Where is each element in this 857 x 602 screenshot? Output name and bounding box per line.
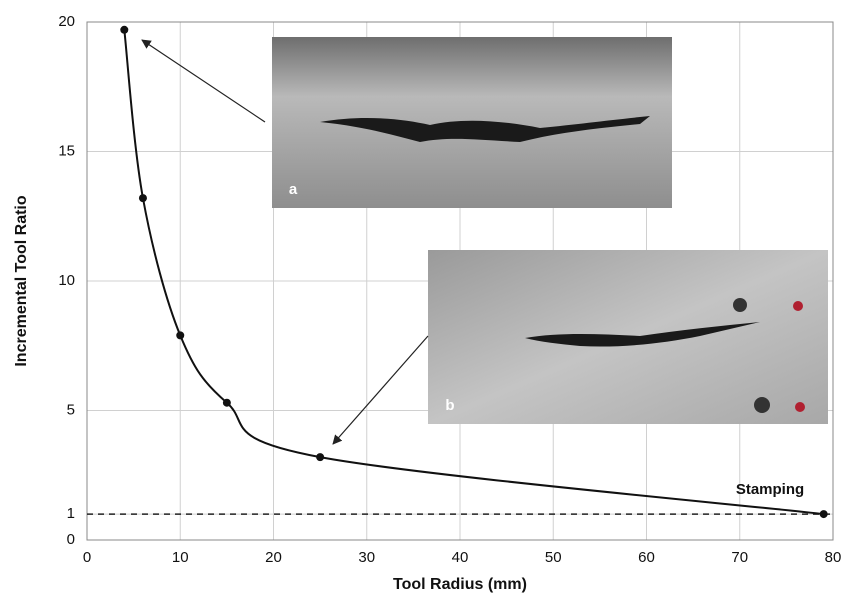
y-tick-label: 10 [58, 272, 75, 289]
point [176, 331, 185, 340]
x-tick-label: 40 [452, 549, 469, 566]
x-tick-label: 30 [358, 549, 375, 566]
photo-b: b [428, 250, 828, 424]
y-tick-label: 15 [58, 142, 75, 159]
y-axis-title: Incremental Tool Ratio [13, 195, 30, 367]
y-tick-label: 20 [58, 13, 75, 30]
y-tick-label: 5 [67, 401, 75, 418]
x-tick-label: 60 [638, 549, 655, 566]
point [120, 25, 129, 34]
x-axis-title: Tool Radius (mm) [393, 576, 527, 593]
plot-frame [86, 21, 834, 541]
x-tick-label: 10 [172, 549, 189, 566]
point [316, 453, 325, 462]
photo-label: b [445, 397, 454, 414]
point [819, 510, 828, 519]
point [138, 194, 147, 203]
x-tick-label: 0 [83, 549, 91, 566]
annotation: Stamping [736, 481, 804, 498]
arrow [332, 335, 429, 445]
y-tick-label: 0 [67, 531, 75, 548]
x-tick-label: 20 [265, 549, 282, 566]
point [222, 398, 231, 407]
x-tick-label: 80 [825, 549, 842, 566]
y-tick-label: 1 [67, 505, 75, 522]
arrow [141, 39, 266, 123]
photo-a: a [272, 37, 672, 208]
x-tick-label: 70 [731, 549, 748, 566]
x-tick-label: 50 [545, 549, 562, 566]
photo-label: a [289, 181, 298, 198]
